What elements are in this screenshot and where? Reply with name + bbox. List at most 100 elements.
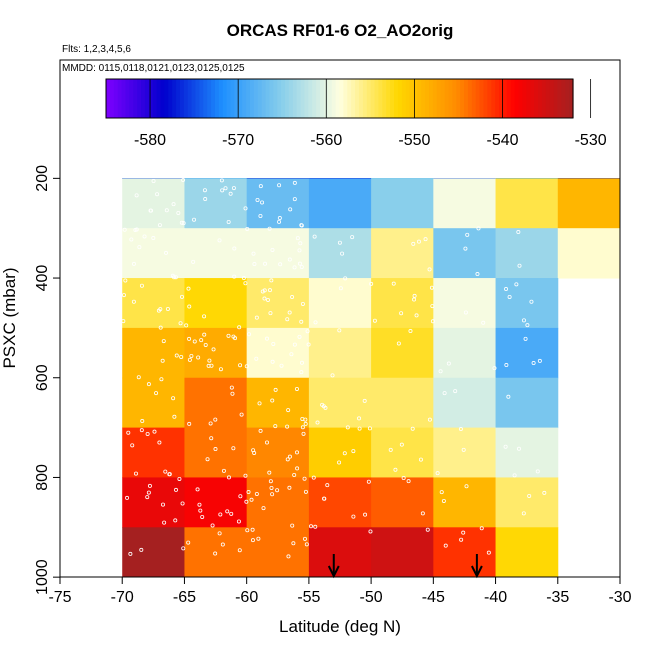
- observation-point: [366, 479, 371, 484]
- colorbar-segment: [456, 79, 461, 118]
- observation-point: [430, 304, 435, 309]
- x-axis-label: Latitude (deg N): [279, 617, 401, 636]
- observation-point: [159, 377, 164, 382]
- observation-point: [230, 391, 235, 396]
- heatmap-cell: [433, 178, 497, 229]
- observation-point: [181, 177, 186, 182]
- colorbar-segment: [355, 79, 360, 118]
- colorbar-segment: [351, 79, 356, 118]
- observation-point: [274, 161, 279, 166]
- observation-point: [297, 261, 302, 266]
- heatmap-cell: [246, 377, 310, 429]
- arrow-head: [327, 565, 340, 579]
- observation-point: [537, 358, 542, 363]
- colorbar-segment: [491, 79, 496, 118]
- observation-point: [134, 193, 139, 198]
- heatmap-cell: [371, 427, 434, 478]
- observation-point: [246, 490, 251, 495]
- observation-point: [516, 446, 521, 451]
- colorbar-segment: [561, 79, 566, 118]
- observation-point: [221, 163, 226, 168]
- observation-point: [207, 358, 212, 363]
- heatmap-cell: [184, 477, 248, 528]
- colorbar-segment: [557, 79, 562, 118]
- observation-point: [291, 541, 296, 546]
- colorbar-segment: [109, 79, 115, 118]
- colorbar-segment: [502, 79, 508, 118]
- observation-point: [196, 355, 201, 360]
- observation-point: [514, 282, 519, 287]
- observation-point: [492, 366, 497, 371]
- observation-point: [313, 524, 318, 529]
- colorbar-segment: [148, 79, 154, 118]
- colorbar-segment: [479, 79, 485, 118]
- observation-point: [279, 363, 284, 368]
- observation-point: [385, 169, 390, 174]
- observation-point: [269, 278, 274, 283]
- observation-point: [393, 467, 398, 472]
- observation-point: [325, 483, 330, 488]
- observation-point: [157, 223, 162, 228]
- heatmap-cell: [495, 377, 559, 429]
- chart-title: ORCAS RF01-6 O2_AO2orig: [227, 21, 454, 40]
- observation-point: [308, 524, 313, 529]
- observation-point: [486, 550, 491, 555]
- observation-point: [478, 164, 483, 169]
- colorbar-segment: [549, 79, 555, 118]
- heatmap-cell: [246, 477, 310, 528]
- observation-point: [202, 332, 207, 337]
- colorbar-segment: [195, 79, 200, 118]
- observation-point: [287, 310, 292, 315]
- observation-point: [538, 170, 543, 175]
- observation-point: [421, 166, 426, 171]
- colorbar-segment: [222, 79, 228, 118]
- observation-point: [173, 166, 178, 171]
- colorbar-segment: [506, 79, 512, 118]
- observation-point: [173, 275, 178, 280]
- colorbar-segment: [269, 79, 274, 118]
- observation-point: [268, 311, 273, 316]
- observation-point: [531, 361, 536, 366]
- x-tick-label: -70: [111, 589, 134, 606]
- observation-point: [299, 360, 304, 365]
- colorbar-segment: [320, 79, 325, 118]
- observation-point: [124, 164, 129, 169]
- colorbar-segment: [522, 79, 527, 118]
- observation-point: [139, 165, 144, 170]
- colorbar-segment: [534, 79, 539, 118]
- observation-point: [179, 294, 184, 299]
- observation-point: [427, 417, 432, 422]
- observation-point: [430, 319, 435, 324]
- observation-point: [269, 485, 274, 490]
- observation-point: [160, 358, 165, 363]
- colorbar-segment: [510, 79, 516, 118]
- observation-point: [388, 167, 393, 172]
- observation-point: [471, 166, 476, 171]
- colorbar-segment: [261, 79, 267, 118]
- observation-point: [145, 495, 150, 500]
- observation-point: [200, 514, 205, 519]
- observation-point: [315, 420, 320, 425]
- observation-point: [461, 447, 466, 452]
- observation-point: [340, 251, 345, 256]
- observation-point: [211, 347, 216, 352]
- observation-point: [270, 359, 275, 364]
- colorbar-segment: [339, 79, 344, 118]
- heatmap-cell: [184, 427, 248, 478]
- colorbar-tick-label: -550: [398, 132, 430, 149]
- observation-point: [372, 318, 377, 323]
- observation-point: [294, 386, 299, 391]
- observation-point: [128, 551, 133, 556]
- observation-point: [239, 412, 244, 417]
- observation-point: [145, 431, 150, 436]
- observation-point: [163, 162, 168, 167]
- observation-point: [391, 281, 396, 286]
- observation-point: [291, 165, 296, 170]
- observation-point: [223, 186, 228, 191]
- arrow-head: [470, 565, 483, 579]
- observation-point: [314, 165, 319, 170]
- observation-point: [302, 536, 307, 541]
- observation-point: [380, 171, 385, 176]
- observation-point: [439, 490, 444, 495]
- heatmap-cell: [495, 278, 559, 329]
